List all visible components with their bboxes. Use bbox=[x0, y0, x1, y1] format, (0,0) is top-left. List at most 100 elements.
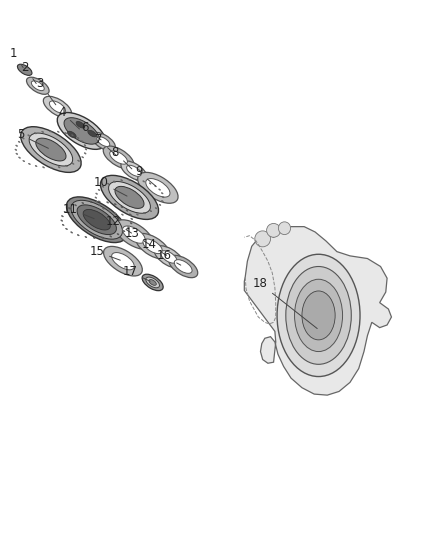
Ellipse shape bbox=[97, 136, 110, 147]
Ellipse shape bbox=[102, 237, 103, 238]
Ellipse shape bbox=[108, 211, 110, 212]
Ellipse shape bbox=[255, 231, 271, 247]
Ellipse shape bbox=[64, 211, 66, 213]
Ellipse shape bbox=[114, 220, 153, 249]
Text: 14: 14 bbox=[141, 238, 166, 255]
Ellipse shape bbox=[302, 291, 335, 340]
Ellipse shape bbox=[28, 163, 30, 165]
Ellipse shape bbox=[61, 215, 64, 217]
Ellipse shape bbox=[112, 253, 134, 270]
Ellipse shape bbox=[169, 255, 198, 278]
Ellipse shape bbox=[121, 161, 147, 181]
Ellipse shape bbox=[277, 254, 360, 376]
Ellipse shape bbox=[110, 236, 112, 237]
Ellipse shape bbox=[99, 201, 100, 203]
Ellipse shape bbox=[144, 213, 145, 214]
Ellipse shape bbox=[50, 167, 52, 168]
Ellipse shape bbox=[127, 227, 130, 228]
Ellipse shape bbox=[27, 77, 49, 94]
Ellipse shape bbox=[15, 149, 17, 150]
Ellipse shape bbox=[137, 214, 138, 215]
Ellipse shape bbox=[28, 135, 30, 136]
Ellipse shape bbox=[146, 179, 170, 197]
Ellipse shape bbox=[127, 165, 141, 176]
Ellipse shape bbox=[42, 131, 44, 133]
Ellipse shape bbox=[91, 132, 115, 151]
Ellipse shape bbox=[82, 203, 84, 204]
Ellipse shape bbox=[67, 197, 127, 243]
Ellipse shape bbox=[113, 181, 116, 182]
Text: 1: 1 bbox=[10, 47, 23, 68]
Ellipse shape bbox=[123, 230, 125, 232]
Ellipse shape bbox=[267, 223, 281, 237]
Text: 2: 2 bbox=[21, 61, 36, 84]
Text: 13: 13 bbox=[124, 227, 150, 245]
Ellipse shape bbox=[23, 160, 25, 162]
Ellipse shape bbox=[71, 134, 74, 136]
Text: 7: 7 bbox=[95, 133, 117, 156]
Ellipse shape bbox=[16, 145, 18, 147]
Ellipse shape bbox=[58, 166, 60, 168]
Ellipse shape bbox=[72, 163, 74, 164]
Ellipse shape bbox=[149, 183, 151, 184]
Ellipse shape bbox=[57, 112, 106, 149]
Ellipse shape bbox=[98, 189, 100, 191]
Ellipse shape bbox=[138, 172, 178, 203]
Ellipse shape bbox=[120, 180, 123, 181]
Ellipse shape bbox=[279, 222, 290, 235]
Ellipse shape bbox=[136, 233, 170, 259]
Ellipse shape bbox=[143, 181, 145, 182]
Ellipse shape bbox=[136, 180, 138, 181]
Ellipse shape bbox=[93, 237, 95, 239]
Ellipse shape bbox=[78, 160, 80, 161]
Ellipse shape bbox=[99, 205, 100, 206]
Ellipse shape bbox=[142, 274, 163, 290]
Ellipse shape bbox=[77, 138, 79, 139]
Ellipse shape bbox=[74, 205, 77, 206]
Ellipse shape bbox=[35, 165, 37, 167]
Text: 9: 9 bbox=[135, 165, 156, 186]
Ellipse shape bbox=[49, 131, 51, 132]
Ellipse shape bbox=[109, 182, 150, 213]
Ellipse shape bbox=[81, 141, 83, 142]
Ellipse shape bbox=[57, 131, 59, 133]
Ellipse shape bbox=[103, 146, 134, 169]
Ellipse shape bbox=[121, 214, 124, 215]
Ellipse shape bbox=[29, 133, 73, 166]
Ellipse shape bbox=[117, 233, 119, 235]
Ellipse shape bbox=[110, 151, 127, 164]
Text: 6: 6 bbox=[81, 120, 101, 140]
Ellipse shape bbox=[61, 220, 63, 221]
Ellipse shape bbox=[81, 157, 84, 158]
Ellipse shape bbox=[286, 266, 351, 365]
Ellipse shape bbox=[21, 127, 81, 172]
Ellipse shape bbox=[65, 132, 67, 134]
Ellipse shape bbox=[129, 214, 131, 215]
Ellipse shape bbox=[90, 201, 92, 203]
Ellipse shape bbox=[77, 205, 117, 235]
Ellipse shape bbox=[131, 218, 133, 220]
Text: 15: 15 bbox=[89, 245, 120, 260]
Ellipse shape bbox=[66, 165, 67, 167]
Ellipse shape bbox=[146, 277, 159, 288]
Ellipse shape bbox=[66, 228, 67, 230]
Ellipse shape bbox=[49, 101, 66, 113]
Ellipse shape bbox=[62, 224, 64, 225]
Ellipse shape bbox=[107, 183, 109, 184]
Ellipse shape bbox=[159, 189, 161, 190]
Ellipse shape bbox=[95, 197, 97, 198]
Text: 12: 12 bbox=[106, 215, 131, 233]
Ellipse shape bbox=[106, 201, 109, 203]
Ellipse shape bbox=[95, 193, 98, 195]
Ellipse shape bbox=[103, 246, 142, 276]
Ellipse shape bbox=[114, 204, 116, 205]
Ellipse shape bbox=[121, 206, 123, 208]
Ellipse shape bbox=[149, 280, 156, 285]
Text: 4: 4 bbox=[58, 106, 79, 129]
Ellipse shape bbox=[159, 204, 161, 206]
Ellipse shape bbox=[18, 64, 32, 75]
Ellipse shape bbox=[71, 232, 73, 233]
Ellipse shape bbox=[161, 251, 177, 263]
Ellipse shape bbox=[32, 81, 44, 91]
Ellipse shape bbox=[85, 149, 87, 150]
